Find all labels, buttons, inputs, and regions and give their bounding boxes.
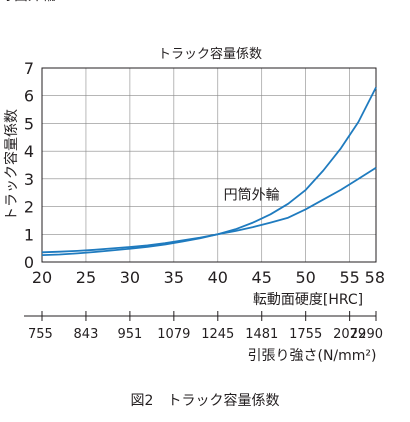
- line-cylindrical-outer-ring: [41, 167, 377, 256]
- x-tick-label: 40: [208, 268, 228, 287]
- tensile-tick-label: 1245: [201, 327, 234, 342]
- tensile-tick-label: 951: [117, 327, 142, 342]
- y-axis-label: トラック容量係数: [3, 109, 20, 221]
- tensile-strength-axis-label: 引張り強さ(N/mm²): [247, 348, 376, 364]
- tensile-tick-label: 1481: [245, 327, 278, 342]
- x-tick-label: 55: [339, 268, 359, 287]
- x-tick-label: 20: [32, 268, 52, 287]
- series-label: 球面外輪: [0, 0, 56, 4]
- series-layer: 球面外輪円筒外輪: [0, 0, 377, 256]
- y-tick-label: 3: [24, 170, 34, 189]
- plot-frame: [41, 67, 377, 263]
- x-axis-label: 転動面硬度[HRC]: [253, 292, 363, 308]
- series-label: 円筒外輪: [224, 186, 280, 203]
- x-tick-label: 45: [252, 268, 272, 287]
- tensile-tick-label: 2290: [350, 327, 383, 342]
- x-tick-label: 30: [120, 268, 140, 287]
- tensile-tick-label: 2079: [333, 327, 366, 342]
- tensile-tick-label: 755: [28, 327, 53, 342]
- y-tick-label: 1: [24, 225, 34, 244]
- y-tick-label: 4: [24, 142, 34, 161]
- x-tick-label: 25: [76, 268, 96, 287]
- y-tick-label: 6: [24, 87, 34, 106]
- tensile-tick-label: 1079: [157, 327, 190, 342]
- tensile-tick-label: 843: [74, 327, 99, 342]
- line-spherical-outer-ring: [41, 86, 377, 254]
- x-tick-label: 50: [296, 268, 316, 287]
- y-tick-label: 2: [24, 198, 34, 217]
- figure-caption: 図2 トラック容量係数: [131, 392, 280, 409]
- chart-title: トラック容量係数: [158, 46, 262, 62]
- x-tick-labels: 20 25 30 35 40 45 50 55 58: [32, 268, 385, 287]
- x-tick-label: 35: [164, 268, 184, 287]
- x-tick-label: 58: [365, 268, 385, 287]
- grid-lines: [42, 68, 376, 262]
- tensile-tick-label: 1755: [289, 327, 322, 342]
- y-tick-label: 5: [24, 114, 34, 133]
- y-tick-label: 7: [24, 59, 34, 78]
- y-tick-label: 0: [24, 253, 34, 272]
- y-tick-labels: 0 1 2 3 4 5 6 7: [24, 59, 34, 272]
